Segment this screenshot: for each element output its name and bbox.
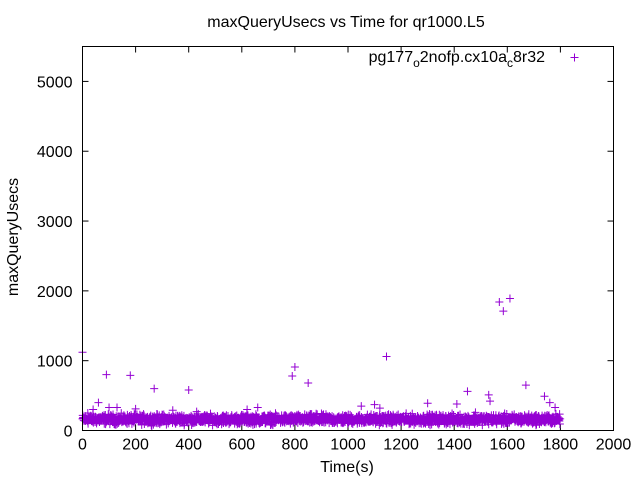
x-tick-label: 1400: [436, 437, 472, 454]
data-point: [540, 392, 549, 401]
data-point: [150, 384, 159, 393]
x-tick-label: 800: [282, 437, 309, 454]
x-tick-label: 0: [78, 437, 87, 454]
y-tick-label: 3000: [37, 214, 73, 231]
data-point: [253, 403, 262, 412]
data-point: [192, 407, 201, 416]
legend-label: pg177o2nofp.cx10ac8r32: [369, 49, 546, 70]
data-point: [304, 379, 313, 388]
data-point: [83, 409, 92, 418]
data-point: [184, 386, 193, 395]
legend-marker: [570, 53, 579, 62]
y-tick-label: 4000: [37, 144, 73, 161]
data-point: [545, 398, 554, 407]
data-point: [531, 421, 540, 430]
x-tick-label: 600: [228, 437, 255, 454]
data-point: [423, 399, 432, 408]
x-tick-label: 1000: [330, 437, 366, 454]
data-point: [448, 409, 457, 418]
data-point: [105, 403, 114, 412]
y-axis-label: maxQueryUsecs: [5, 178, 22, 296]
data-point: [168, 406, 177, 415]
data-point: [290, 362, 299, 371]
data-point: [426, 421, 435, 430]
data-point: [370, 400, 379, 409]
data-point: [89, 405, 98, 414]
x-tick-label: 1800: [543, 437, 579, 454]
data-point: [484, 390, 493, 399]
data-point: [521, 381, 530, 390]
plot-border: [82, 46, 614, 431]
x-tick-label: 400: [175, 437, 202, 454]
data-point: [551, 403, 560, 412]
data-point: [102, 370, 111, 379]
y-tick-label: 5000: [37, 74, 73, 91]
x-tick-label: 1600: [490, 437, 526, 454]
data-point: [131, 404, 140, 413]
x-tick-label: 2000: [596, 437, 632, 454]
data-point: [499, 307, 508, 316]
data-point: [556, 414, 565, 423]
data-point: [94, 398, 103, 407]
data-point: [555, 410, 564, 419]
data-point: [471, 408, 480, 417]
data-point: [243, 405, 252, 414]
chart-title: maxQueryUsecs vs Time for qr1000.L5: [207, 14, 485, 31]
y-tick-label: 2000: [37, 284, 73, 301]
data-point: [288, 372, 297, 381]
x-axis-label: Time(s): [320, 459, 374, 476]
data-point: [495, 298, 504, 307]
x-tick-label: 200: [122, 437, 149, 454]
data-point: [463, 387, 472, 396]
data-point: [375, 404, 384, 413]
x-tick-label: 1200: [383, 437, 419, 454]
data-point: [248, 420, 257, 429]
y-tick-label: 1000: [37, 354, 73, 371]
data-point: [113, 403, 122, 412]
data-point: [452, 399, 461, 408]
data-point: [505, 294, 514, 303]
data-point: [486, 397, 495, 406]
legend-marker-icon: [570, 53, 579, 62]
data-point: [126, 371, 135, 380]
data-point: [312, 409, 321, 418]
data-point: [382, 352, 391, 361]
y-tick-label: 0: [64, 424, 73, 441]
data-point: [357, 402, 366, 411]
